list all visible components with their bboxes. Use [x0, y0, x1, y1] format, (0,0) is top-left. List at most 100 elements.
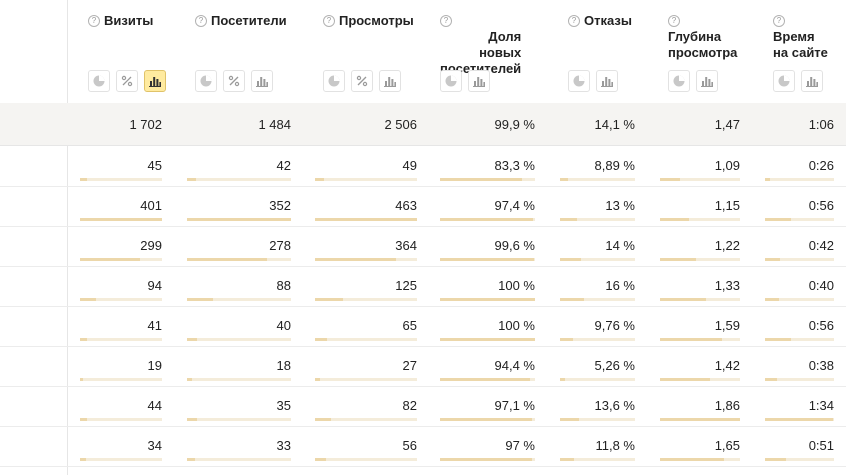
- column-title-line: на сайте: [773, 45, 828, 60]
- share-bar-track: [315, 458, 417, 461]
- share-bar: [765, 458, 786, 461]
- pie-chart-button[interactable]: [440, 70, 462, 92]
- table-row[interactable]: 299 278 364 99,6 % 14 % 1,22 0:42: [0, 227, 846, 267]
- cell-value: 97,1 %: [494, 398, 535, 413]
- pie-chart-button[interactable]: [323, 70, 345, 92]
- share-bar: [187, 418, 198, 421]
- cell-value: 0:38: [808, 358, 834, 373]
- cell-value: 1 702: [129, 117, 162, 132]
- left-divider: [67, 0, 68, 475]
- share-bar: [560, 218, 577, 221]
- cell-new_share: 97,1 %: [440, 387, 535, 427]
- share-bar: [315, 418, 332, 421]
- visualization-buttons: [440, 70, 496, 92]
- share-bar: [80, 258, 140, 261]
- share-bar: [187, 258, 268, 261]
- column-title[interactable]: ? Посетители: [195, 13, 287, 29]
- share-bar: [660, 418, 740, 421]
- cell-value: 45: [147, 158, 162, 173]
- table-row[interactable]: 34 33 56 97 % 11,8 % 1,65 0:51: [0, 427, 846, 467]
- cell-value: 33: [276, 438, 291, 453]
- bar-chart-button[interactable]: [144, 70, 166, 92]
- column-title-line: Визиты: [104, 13, 154, 28]
- cell-bounces: 5,26 %: [560, 347, 635, 387]
- bar-chart-button[interactable]: [801, 70, 823, 92]
- column-title[interactable]: ? Визиты: [88, 13, 153, 29]
- column-title-line: Посетители: [211, 13, 287, 28]
- question-circle-icon[interactable]: ?: [568, 15, 580, 27]
- cell-views: 82: [315, 387, 417, 427]
- table-row[interactable]: 19 18 27 94,4 % 5,26 % 1,42 0:38: [0, 347, 846, 387]
- cell-new_share: 99,6 %: [440, 227, 535, 267]
- share-bar: [187, 178, 197, 181]
- cell-value: 5,26 %: [594, 358, 635, 373]
- cell-depth: 1,86: [660, 387, 740, 427]
- cell-views: 364: [315, 227, 417, 267]
- percent-button[interactable]: [351, 70, 373, 92]
- share-bar-track: [315, 298, 417, 301]
- cell-value: 97,4 %: [494, 198, 535, 213]
- table-row[interactable]: 401 352 463 97,4 % 13 % 1,15 0:56: [0, 187, 846, 227]
- pie-chart-button[interactable]: [568, 70, 590, 92]
- cell-views: 2 506: [315, 103, 417, 146]
- question-circle-icon[interactable]: ?: [323, 15, 335, 27]
- percent-button[interactable]: [223, 70, 245, 92]
- cell-bounces: 8,89 %: [560, 147, 635, 187]
- table-row[interactable]: 45 42 49 83,3 % 8,89 % 1,09 0:26: [0, 147, 846, 187]
- column-title[interactable]: ? Глубина просмотра: [668, 13, 748, 61]
- cell-value: 1 484: [258, 117, 291, 132]
- column-title-line: Глубина: [668, 29, 722, 44]
- question-circle-icon[interactable]: ?: [195, 15, 207, 27]
- column-title[interactable]: ? Время на сайте: [773, 13, 842, 61]
- column-title[interactable]: ? Отказы: [568, 13, 632, 29]
- question-circle-icon[interactable]: ?: [773, 15, 785, 27]
- pie-chart-button[interactable]: [195, 70, 217, 92]
- column-title[interactable]: ? Просмотры: [323, 13, 414, 29]
- share-bar-track: [560, 458, 635, 461]
- pie-chart-icon: [200, 75, 212, 87]
- question-circle-icon[interactable]: ?: [440, 15, 452, 27]
- share-bar: [765, 258, 781, 261]
- bar-chart-button[interactable]: [379, 70, 401, 92]
- column-title[interactable]: ? Доля новых посетителей: [440, 13, 535, 77]
- pie-chart-button[interactable]: [773, 70, 795, 92]
- cell-value: 0:56: [808, 318, 834, 333]
- cell-visitors: 40: [187, 307, 291, 347]
- question-circle-icon[interactable]: ?: [668, 15, 680, 27]
- cell-value: 56: [402, 438, 417, 453]
- pie-chart-button[interactable]: [668, 70, 690, 92]
- question-circle-icon[interactable]: ?: [88, 15, 100, 27]
- share-bar-track: [765, 218, 834, 221]
- cell-bounces: 14 %: [560, 227, 635, 267]
- table-row[interactable]: 44 35 82 97,1 % 13,6 % 1,86 1:34: [0, 387, 846, 427]
- bar-chart-button[interactable]: [596, 70, 618, 92]
- percent-button[interactable]: [116, 70, 138, 92]
- cell-time: 0:26: [765, 147, 834, 187]
- cell-value: 18: [276, 358, 291, 373]
- share-bar-track: [80, 178, 162, 181]
- column-title-line: Время: [773, 29, 815, 44]
- share-bar-track: [80, 338, 162, 341]
- share-bar: [80, 378, 84, 381]
- share-bar: [315, 458, 327, 461]
- table-row[interactable]: 41 40 65 100 % 9,76 % 1,59 0:56: [0, 307, 846, 347]
- column-header-bounces: ? Отказы: [568, 0, 643, 103]
- cell-value: 1,42: [714, 358, 740, 373]
- cell-value: 14,1 %: [594, 117, 635, 132]
- totals-row[interactable]: 1 702 1 484 2 506 99,9 % 14,1 % 1,47 1:06: [0, 103, 846, 146]
- visualization-buttons: [773, 70, 829, 92]
- share-bar-track: [660, 418, 740, 421]
- bar-chart-button[interactable]: [468, 70, 490, 92]
- share-bar-track: [80, 378, 162, 381]
- bar-chart-button[interactable]: [251, 70, 273, 92]
- table-row[interactable]: 94 88 125 100 % 16 % 1,33 0:40: [0, 267, 846, 307]
- cell-visitors: 35: [187, 387, 291, 427]
- visualization-buttons: [323, 70, 407, 92]
- cell-time: 0:40: [765, 267, 834, 307]
- bar-chart-button[interactable]: [696, 70, 718, 92]
- pie-chart-button[interactable]: [88, 70, 110, 92]
- cell-value: 27: [402, 358, 417, 373]
- share-bar: [315, 338, 328, 341]
- cell-value: 0:56: [808, 198, 834, 213]
- share-bar: [80, 218, 162, 221]
